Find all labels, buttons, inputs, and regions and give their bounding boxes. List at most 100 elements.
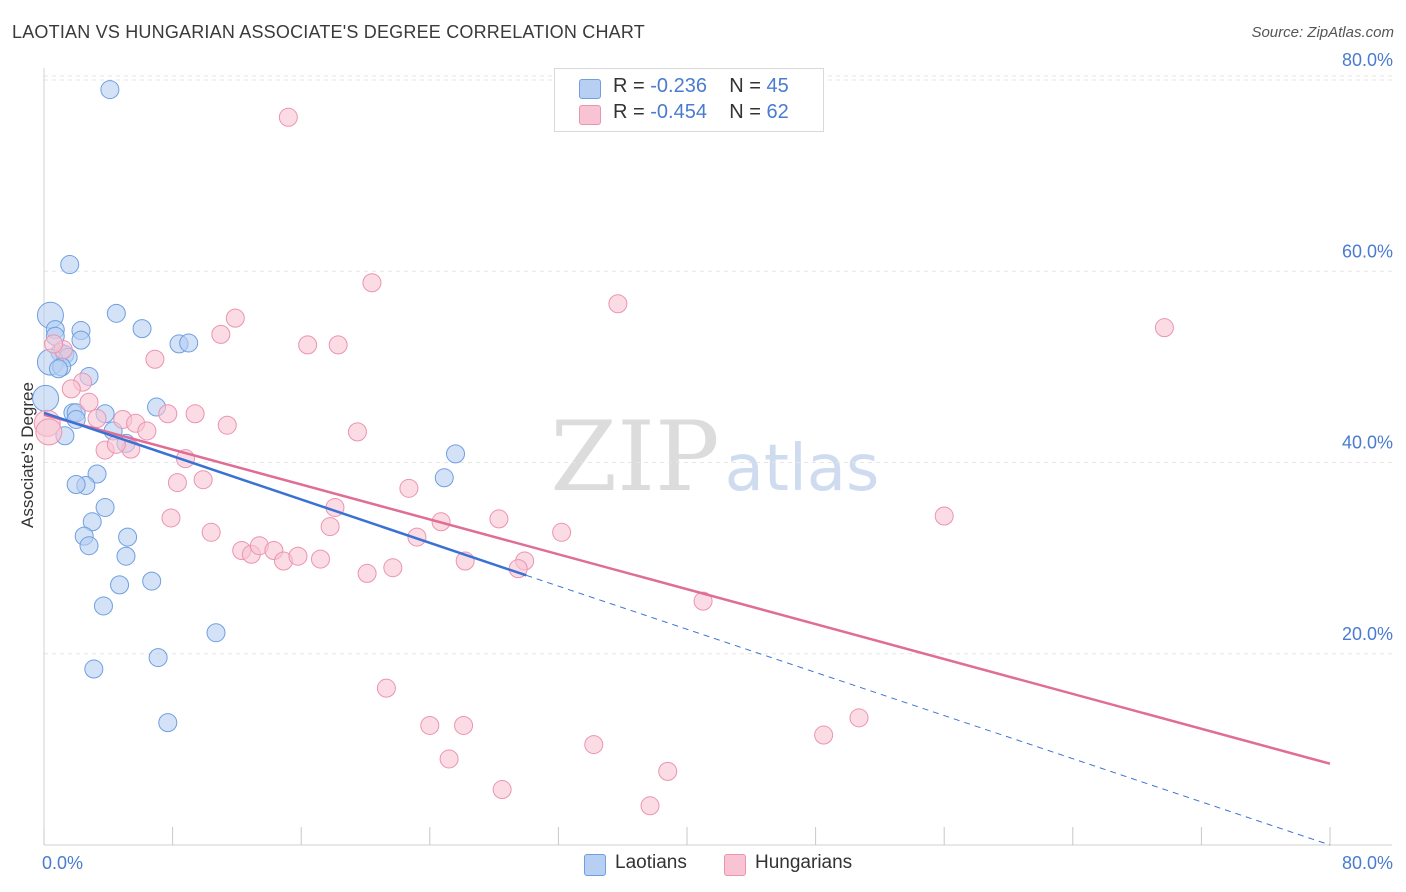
bottom-legend-label-hungarians: Hungarians	[755, 852, 853, 873]
hungarian-point	[278, 107, 298, 127]
hungarian-point	[61, 379, 81, 399]
hungarian-point	[145, 349, 165, 369]
hungarian-point	[420, 715, 440, 735]
laotian-point	[32, 384, 60, 412]
hungarian-point	[137, 421, 157, 441]
hungarian-point	[167, 473, 187, 493]
hungarian-point	[376, 678, 396, 698]
x-tick-label-max: 80.0%	[1342, 853, 1393, 873]
hungarian-point	[383, 558, 403, 578]
laotian-point	[93, 596, 113, 616]
hungarian-point	[1154, 318, 1174, 338]
laotian-point	[79, 536, 99, 556]
hungarian-point	[35, 418, 63, 446]
laotian-point	[434, 468, 454, 488]
hungarian-point	[201, 522, 221, 542]
watermark: ZIP atlas	[550, 401, 879, 513]
laotian-point	[142, 571, 162, 591]
laotian-point	[116, 546, 136, 566]
laotian-point	[148, 648, 168, 668]
hungarian-point	[347, 422, 367, 442]
hungarian-point	[439, 749, 459, 769]
y-tick-label: 80.0%	[1342, 50, 1393, 70]
hungarian-point	[357, 563, 377, 583]
laotian-point	[95, 497, 115, 517]
legend-swatch-hungarians	[579, 105, 601, 125]
chart-source: Source: ZipAtlas.com	[1251, 24, 1394, 41]
hungarian-point	[328, 335, 348, 355]
chart-title: LAOTIAN VS HUNGARIAN ASSOCIATE'S DEGREE …	[12, 22, 645, 42]
y-tick-label: 60.0%	[1342, 241, 1393, 261]
laotian-point	[446, 444, 466, 464]
watermark-zip: ZIP	[550, 401, 719, 513]
y-tick-label: 40.0%	[1342, 433, 1393, 453]
hungarian-point	[158, 404, 178, 424]
hungarian-point	[399, 478, 419, 498]
laotian-points	[32, 80, 466, 733]
y-tick-label: 20.0%	[1342, 624, 1393, 644]
hungarian-point	[814, 725, 834, 745]
bottom-legend-swatch-laotians	[584, 854, 606, 876]
laotian-point	[118, 527, 138, 547]
laotian-point	[158, 713, 178, 733]
hungarian-point	[310, 549, 330, 569]
laotian-trend-line	[43, 411, 527, 577]
legend-r-value-2: -0.454	[650, 101, 707, 123]
bottom-legend-label-laotians: Laotians	[615, 852, 687, 873]
tick-labels: 20.0% 40.0% 60.0% 80.0% 0.0% 80.0%	[42, 50, 1393, 873]
hungarian-point	[658, 761, 678, 781]
hungarian-point	[693, 591, 713, 611]
laotian-point	[48, 359, 68, 379]
laotian-point	[87, 464, 107, 484]
hungarian-point	[584, 735, 604, 755]
hungarian-trend-line	[43, 413, 1331, 765]
x-tick-label-min: 0.0%	[42, 853, 83, 873]
trend-lines-solid	[43, 411, 1331, 765]
hungarian-point	[407, 527, 427, 547]
hungarian-point	[320, 517, 340, 537]
laotian-point	[106, 303, 126, 323]
legend-text-hungarians: R = -0.454 N = 62	[613, 101, 789, 124]
laotian-point	[110, 575, 130, 595]
hungarian-point	[44, 334, 64, 354]
legend-text-laotians: R = -0.236 N = 45	[613, 75, 789, 98]
hungarian-point	[454, 715, 474, 735]
hungarian-point	[211, 324, 231, 344]
hungarian-point	[489, 509, 509, 529]
hungarian-point	[185, 404, 205, 424]
hungarian-point	[608, 294, 628, 314]
laotian-point	[100, 80, 120, 100]
laotian-trend-extension	[526, 574, 1331, 846]
hungarian-point	[849, 708, 869, 728]
laotian-point	[132, 319, 152, 339]
hungarian-point	[640, 796, 660, 816]
laotian-point	[206, 623, 226, 643]
legend-r-label-2: R =	[613, 101, 645, 123]
hungarian-point	[217, 415, 237, 435]
hungarian-point	[87, 409, 107, 429]
hungarian-point	[79, 392, 99, 412]
hungarian-point	[193, 470, 213, 490]
legend-r-label-1: R =	[613, 75, 645, 97]
axes	[43, 68, 1392, 846]
legend-r-value-1: -0.236	[650, 75, 707, 97]
legend-n-value-2: 62	[766, 101, 789, 123]
trend-lines	[526, 574, 1331, 846]
laotian-point	[84, 659, 104, 679]
bottom-legend-swatch-hungarians	[724, 854, 746, 876]
hungarian-point	[934, 506, 954, 526]
legend-swatch-laotians	[579, 79, 601, 99]
watermark-atlas: atlas	[725, 432, 880, 506]
laotian-point	[66, 474, 86, 494]
hungarian-point	[362, 273, 382, 293]
legend-n-value-1: 45	[766, 75, 789, 97]
legend-n-label-1: N =	[729, 75, 761, 97]
hungarian-point	[552, 522, 572, 542]
laotian-point	[60, 255, 80, 275]
hungarian-point	[225, 308, 245, 328]
hungarian-point	[298, 335, 318, 355]
laotian-point	[71, 330, 91, 350]
grid-lines	[44, 75, 1392, 655]
hungarian-point	[161, 508, 181, 528]
